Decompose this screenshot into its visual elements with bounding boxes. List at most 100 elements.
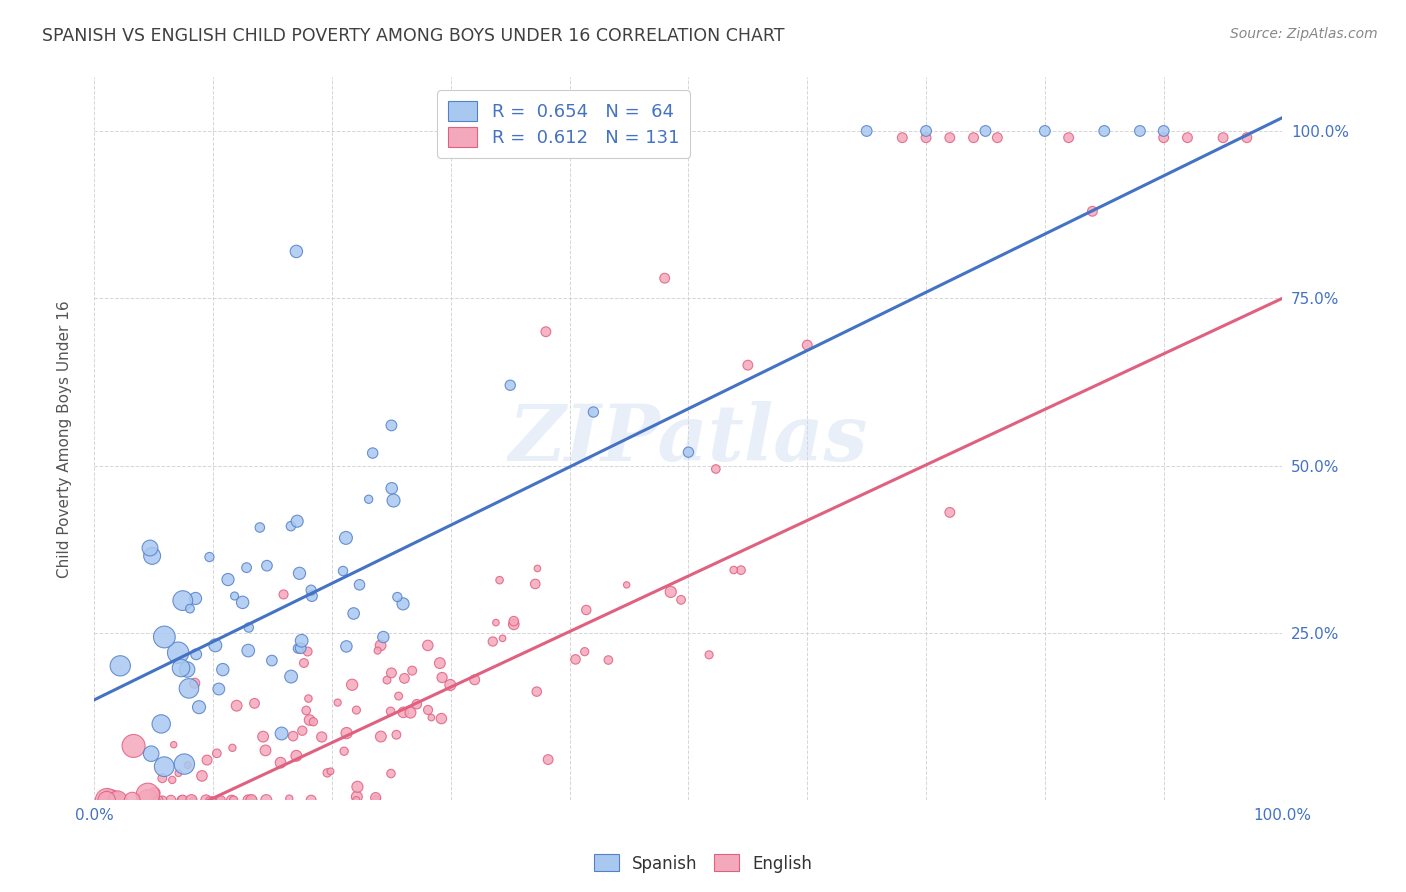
- Point: [221, 793, 243, 807]
- Point: [401, 664, 423, 678]
- Point: [186, 648, 208, 662]
- Point: [160, 772, 183, 787]
- Point: [481, 634, 503, 648]
- Point: [291, 633, 314, 648]
- Point: [340, 678, 363, 692]
- Point: [243, 696, 266, 710]
- Point: [136, 788, 159, 802]
- Point: [319, 764, 342, 779]
- Point: [488, 573, 510, 587]
- Point: [524, 577, 547, 591]
- Legend: R =  0.654   N =  64, R =  0.612   N = 131: R = 0.654 N = 64, R = 0.612 N = 131: [437, 90, 690, 158]
- Point: [136, 793, 159, 807]
- Point: [491, 632, 513, 646]
- Point: [416, 703, 439, 717]
- Point: [915, 130, 938, 145]
- Point: [239, 793, 262, 807]
- Point: [361, 446, 384, 460]
- Point: [485, 615, 508, 630]
- Point: [370, 639, 392, 653]
- Point: [298, 713, 321, 727]
- Point: [526, 561, 548, 575]
- Point: [915, 124, 938, 138]
- Point: [737, 358, 759, 372]
- Point: [392, 597, 415, 611]
- Point: [616, 578, 638, 592]
- Point: [177, 681, 200, 696]
- Point: [439, 678, 461, 692]
- Point: [179, 601, 201, 615]
- Point: [986, 130, 1008, 145]
- Point: [280, 669, 302, 683]
- Point: [502, 614, 524, 628]
- Text: SPANISH VS ENGLISH CHILD POVERTY AMONG BOYS UNDER 16 CORRELATION CHART: SPANISH VS ENGLISH CHILD POVERTY AMONG B…: [42, 27, 785, 45]
- Point: [167, 646, 190, 660]
- Point: [464, 673, 486, 687]
- Point: [326, 696, 349, 710]
- Point: [891, 130, 914, 145]
- Point: [375, 673, 398, 687]
- Point: [184, 591, 207, 606]
- Point: [143, 793, 166, 807]
- Point: [280, 519, 302, 533]
- Point: [204, 639, 226, 653]
- Point: [285, 244, 308, 259]
- Point: [394, 672, 416, 686]
- Point: [564, 652, 586, 666]
- Point: [211, 663, 233, 677]
- Point: [704, 462, 727, 476]
- Point: [678, 445, 700, 459]
- Point: [654, 271, 676, 285]
- Legend: Spanish, English: Spanish, English: [586, 847, 820, 880]
- Point: [502, 617, 524, 632]
- Point: [1212, 130, 1234, 145]
- Point: [270, 726, 292, 740]
- Point: [180, 793, 202, 807]
- Point: [388, 689, 411, 703]
- Point: [575, 603, 598, 617]
- Point: [238, 621, 260, 635]
- Point: [392, 706, 415, 720]
- Point: [333, 744, 356, 758]
- Point: [173, 757, 195, 772]
- Point: [1153, 124, 1175, 138]
- Point: [287, 641, 309, 656]
- Point: [430, 712, 453, 726]
- Point: [170, 793, 193, 807]
- Point: [198, 549, 221, 564]
- Point: [316, 765, 339, 780]
- Point: [420, 710, 443, 724]
- Point: [346, 789, 368, 804]
- Point: [1129, 124, 1152, 138]
- Point: [252, 730, 274, 744]
- Point: [336, 726, 359, 740]
- Point: [357, 492, 380, 507]
- Point: [343, 607, 366, 621]
- Point: [278, 791, 301, 805]
- Point: [209, 793, 232, 807]
- Point: [499, 378, 522, 392]
- Point: [429, 656, 451, 670]
- Point: [939, 130, 962, 145]
- Point: [349, 578, 371, 592]
- Point: [346, 703, 368, 717]
- Point: [163, 738, 186, 752]
- Point: [146, 793, 169, 807]
- Point: [254, 793, 277, 807]
- Point: [110, 658, 132, 673]
- Point: [254, 743, 277, 757]
- Point: [153, 760, 176, 774]
- Text: Source: ZipAtlas.com: Source: ZipAtlas.com: [1230, 27, 1378, 41]
- Point: [855, 124, 877, 138]
- Point: [121, 793, 143, 807]
- Point: [170, 661, 193, 675]
- Point: [249, 520, 271, 534]
- Point: [659, 585, 682, 599]
- Point: [381, 481, 404, 495]
- Point: [232, 595, 254, 609]
- Point: [198, 793, 221, 807]
- Point: [181, 793, 204, 807]
- Point: [302, 714, 325, 729]
- Point: [416, 639, 439, 653]
- Point: [974, 124, 997, 138]
